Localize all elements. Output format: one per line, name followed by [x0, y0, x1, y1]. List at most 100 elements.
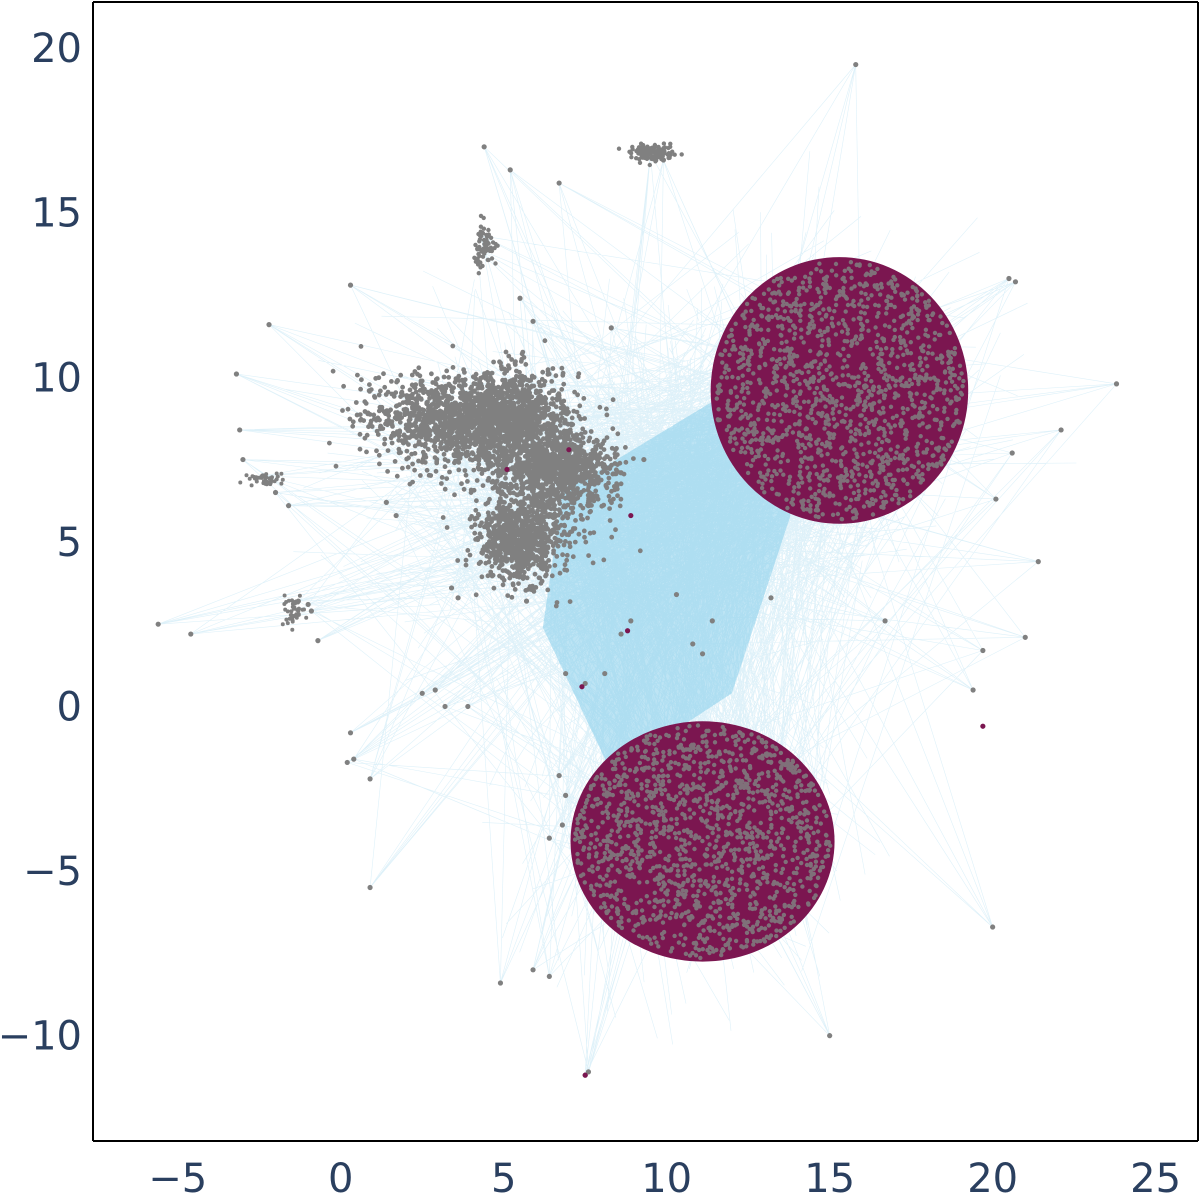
x-tick-label: 0: [328, 1156, 353, 1200]
gray-node-point: [285, 503, 292, 509]
gray-node-point: [305, 601, 311, 608]
gray-node-point: [660, 157, 667, 163]
gray-node-point: [272, 489, 279, 496]
y-tick-label: 10: [31, 355, 82, 401]
gray-node-point: [608, 325, 614, 331]
gray-node-point: [827, 1033, 833, 1039]
gray-node-point: [233, 371, 240, 377]
x-tick-label: 10: [641, 1156, 692, 1200]
maroon-node-point: [504, 466, 510, 473]
disk-cluster-layer: [570, 257, 969, 962]
gray-node-point: [259, 473, 266, 479]
gray-node-point: [628, 618, 634, 624]
maroon-node-point: [579, 684, 585, 690]
gray-node-point: [442, 703, 448, 710]
gray-node-point: [699, 651, 706, 657]
gray-node-point: [546, 835, 552, 841]
gray-node-point: [497, 980, 504, 986]
maroon-node-point: [980, 723, 986, 729]
x-tick-label: −5: [148, 1156, 207, 1200]
gray-node-point: [308, 608, 314, 614]
gray-node-point: [970, 687, 976, 693]
y-tick-label: −5: [23, 849, 82, 895]
x-tick-label: 5: [491, 1156, 516, 1200]
gray-node-point: [709, 618, 715, 624]
gray-node-point: [237, 427, 243, 433]
gray-node-point: [602, 670, 608, 677]
gray-node-point: [559, 822, 565, 828]
gray-node-point: [432, 687, 438, 693]
gray-node-point: [367, 884, 373, 891]
gray-node-point: [481, 144, 487, 150]
gray-node-point: [1113, 381, 1120, 387]
points-layer: [155, 61, 1120, 1078]
maroon-node-point: [566, 447, 572, 453]
gray-node-point: [690, 641, 696, 647]
y-tick-label: 15: [31, 191, 82, 237]
gray-node-point: [266, 322, 272, 328]
gray-node-point: [315, 638, 321, 644]
gray-node-point: [530, 967, 536, 973]
gray-node-point: [563, 792, 569, 798]
gray-node-point: [563, 480, 569, 486]
gray-node-point: [523, 598, 530, 604]
gray-node-clusters: [238, 141, 684, 632]
y-tick-label: 20: [31, 26, 82, 72]
gray-node-point: [448, 585, 455, 591]
gray-node-point: [556, 180, 562, 186]
gray-node-point: [556, 772, 562, 779]
gray-node-point: [383, 499, 389, 505]
gray-node-point: [478, 233, 484, 239]
gray-node-point: [347, 730, 354, 736]
gray-node-point: [155, 621, 161, 627]
gray-node-point: [1006, 275, 1012, 282]
gray-node-point: [393, 512, 399, 519]
gray-node-point: [351, 756, 357, 762]
x-tick-label: 15: [804, 1156, 855, 1200]
maroon-node-point: [624, 628, 631, 634]
gray-node-point: [419, 690, 425, 696]
gray-node-point: [517, 295, 523, 301]
x-tick-label: 20: [967, 1156, 1018, 1200]
gray-node-point: [882, 618, 888, 624]
gray-node-point: [647, 150, 653, 157]
gray-node-point: [853, 61, 859, 68]
gray-node-point: [1009, 450, 1015, 456]
gray-node-point: [980, 647, 986, 654]
gray-node-point: [563, 670, 569, 677]
gray-node-point: [585, 1069, 592, 1075]
gray-node-point: [1012, 279, 1019, 285]
gray-node-point: [530, 318, 536, 324]
disk-gray-speckle-2: [572, 723, 833, 961]
gray-node-point: [990, 924, 996, 930]
gray-node-point: [1058, 427, 1064, 433]
y-tick-label: 0: [57, 684, 82, 730]
gray-node-point: [475, 246, 481, 252]
gray-node-point: [618, 631, 624, 637]
gray-node-point: [546, 973, 552, 980]
maroon-node-point: [582, 1072, 588, 1078]
axes-layer: [92, 1, 1199, 1142]
gray-node-point: [572, 496, 579, 502]
gray-node-point: [465, 703, 471, 710]
gray-node-point: [618, 470, 624, 476]
gray-node-point: [188, 631, 194, 637]
gray-node-point: [295, 598, 301, 604]
gray-node-point: [993, 496, 999, 502]
gray-cluster-layer: [238, 141, 684, 632]
gray-node-point: [641, 456, 647, 463]
gray-node-point: [673, 591, 680, 598]
gray-node-point: [367, 776, 373, 782]
gray-node-point: [1022, 634, 1028, 640]
gray-node-point: [347, 282, 354, 288]
gray-node-point: [768, 595, 774, 601]
gray-node-point: [585, 503, 592, 509]
gray-node-point: [344, 759, 350, 766]
gray-node-point: [530, 585, 536, 591]
gray-node-point: [582, 680, 588, 687]
maroon-node-point: [628, 512, 634, 519]
gray-node-point: [1035, 559, 1041, 565]
tick-labels: −5 0 5 10 15 20 25 −10 −5 0 5 10 15 20: [0, 26, 1181, 1200]
y-tick-label: 5: [57, 520, 82, 566]
